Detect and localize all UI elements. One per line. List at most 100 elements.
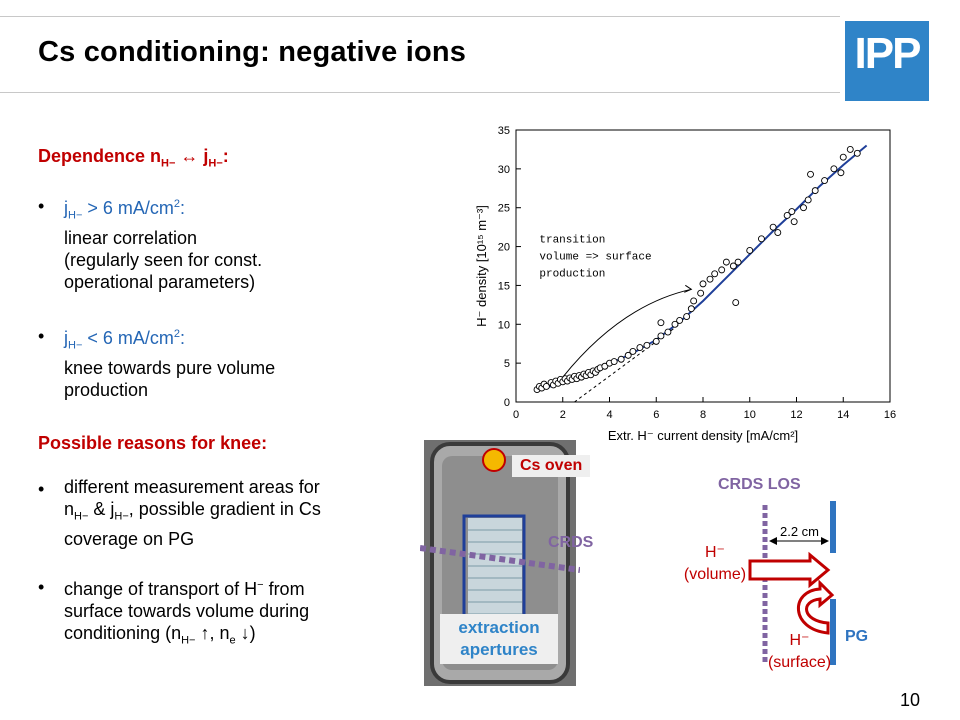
bullet-2-head: jH− < 6 mA/cm2:: [64, 328, 186, 352]
knee-heading: Possible reasons for knee:: [38, 433, 268, 453]
data-point: [853, 149, 861, 157]
data-point: [783, 212, 791, 219]
reason-2-line-2: surface towards volume during: [64, 601, 310, 621]
header-rule-bottom: [0, 92, 840, 93]
extraction-label-1: extraction: [458, 618, 540, 637]
crds-beam-line: [420, 545, 580, 573]
data-point: [734, 258, 742, 266]
h-volume-2: (volume): [683, 566, 747, 583]
data-point: [636, 344, 644, 352]
data-point: [617, 355, 625, 363]
h-surface-2: (surface): [767, 654, 832, 671]
reason-2-line-1: change of transport of H− from: [64, 579, 305, 599]
distance-label: 2.2 cm: [780, 524, 820, 539]
x-tick-label: 6: [653, 409, 659, 421]
bullet-dot-4: •: [38, 577, 45, 597]
reason-1-line-3: coverage on PG: [64, 528, 195, 549]
bullet-dot-2: •: [38, 326, 45, 346]
bullet-1-head: jH− > 6 mA/cm2:: [64, 198, 186, 222]
data-point: [769, 223, 777, 231]
bullet-2-line-1: knee towards pure volume: [64, 357, 276, 378]
logo-text: IPP: [854, 29, 922, 78]
annotation-line: volume => surface: [539, 252, 651, 264]
data-point: [837, 169, 845, 177]
x-tick-label: 10: [744, 409, 756, 421]
data-point: [697, 289, 705, 297]
data-point: [629, 348, 637, 355]
heading-sub-1: H−: [161, 157, 176, 170]
bullet-dot-1: •: [38, 196, 45, 216]
cs-oven-label: Cs oven: [512, 455, 591, 477]
reason-2-line-3: conditioning (nH− ↑, ne ↓): [64, 623, 256, 647]
y-tick-label: 30: [498, 164, 510, 176]
data-point: [788, 208, 796, 216]
data-point: [676, 316, 684, 324]
transition-arrow: [562, 288, 692, 378]
data-point: [821, 177, 828, 184]
transition-arrowhead: [684, 284, 693, 293]
schematic-drawing: [748, 501, 836, 665]
annotation-line: production: [539, 269, 605, 281]
x-tick-label: 2: [560, 409, 566, 421]
data-point: [774, 229, 782, 237]
y-tick-label: 0: [504, 397, 510, 409]
data-point: [790, 218, 798, 226]
volume-arrow: [748, 551, 831, 589]
page-number: 10: [900, 690, 921, 710]
reason-2: change of transport of H− from surface t…: [64, 574, 404, 652]
slide-title: Cs conditioning: negative ions: [38, 36, 467, 68]
data-point: [757, 235, 765, 243]
ipp-logo: IPP: [845, 21, 929, 101]
y-tick-label: 25: [498, 203, 510, 215]
heading-arrow: ↔ j: [175, 146, 209, 166]
extraction-label-2: apertures: [460, 640, 538, 659]
y-tick-label: 10: [498, 319, 510, 331]
bullet-1-line-1: linear correlation: [64, 227, 198, 248]
data-point: [800, 204, 807, 212]
crds-los-label: CRDS LOS: [718, 476, 801, 493]
data-point: [652, 337, 660, 345]
data-point: [811, 187, 819, 195]
data-point: [690, 297, 698, 305]
bullet-1-line-2: (regularly seen for const.: [64, 249, 263, 270]
bullet-2: jH− < 6 mA/cm2: knee towards pure volume…: [64, 323, 384, 401]
data-point: [711, 270, 719, 278]
data-point: [718, 266, 726, 274]
data-point: [671, 320, 679, 328]
x-tick-label: 12: [790, 409, 802, 421]
y-tick-label: 5: [504, 358, 510, 370]
h-surface-1: H⁻: [789, 632, 810, 649]
data-point: [706, 275, 714, 283]
data-point: [542, 383, 550, 390]
bullet-2-line-2: production: [64, 379, 149, 400]
data-point: [846, 145, 854, 153]
data-point: [746, 247, 754, 254]
data-point: [732, 299, 740, 306]
data-point: [664, 328, 672, 336]
y-tick-label: 15: [498, 280, 510, 292]
data-point: [683, 313, 691, 320]
data-point: [657, 319, 665, 327]
data-point: [804, 196, 812, 204]
data-point: [687, 305, 695, 313]
h-volume-1: H⁻: [705, 544, 725, 561]
data-point: [601, 362, 609, 370]
crds-photo-label: CRDS: [548, 534, 594, 551]
data-point: [807, 170, 814, 178]
bullet-1-line-3: operational parameters): [64, 271, 256, 292]
data-point: [643, 341, 651, 349]
annotation-line: transition: [539, 235, 605, 247]
data-point: [830, 165, 838, 173]
data-point: [610, 358, 618, 366]
x-tick-label: 14: [837, 409, 849, 421]
x-axis-label: Extr. H⁻ current density [mA/cm²]: [608, 428, 798, 443]
heading-sub-2: H−: [208, 157, 223, 170]
x-tick-label: 8: [700, 409, 706, 421]
extraction-label: extraction apertures: [440, 614, 558, 664]
data-point: [657, 332, 665, 340]
y-tick-label: 35: [498, 125, 510, 137]
cs-oven-marker: [482, 448, 506, 472]
x-tick-label: 0: [513, 409, 519, 421]
data-point: [839, 153, 847, 161]
header-rule-top: [0, 16, 840, 17]
